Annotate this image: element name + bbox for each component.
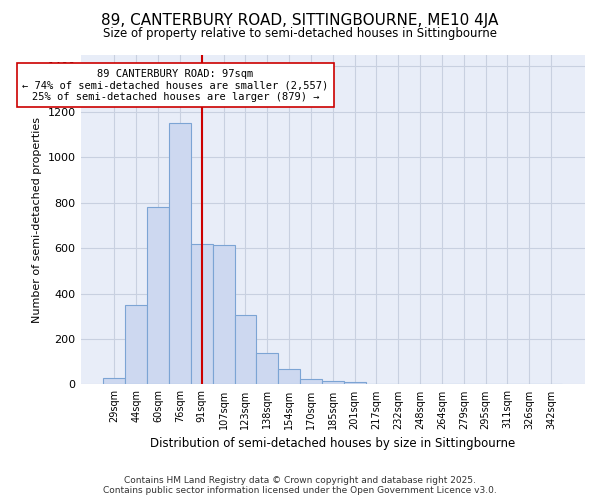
Text: 89, CANTERBURY ROAD, SITTINGBOURNE, ME10 4JA: 89, CANTERBURY ROAD, SITTINGBOURNE, ME10…	[101, 12, 499, 28]
Text: Size of property relative to semi-detached houses in Sittingbourne: Size of property relative to semi-detach…	[103, 28, 497, 40]
Bar	[147, 207, 169, 384]
Bar	[169, 123, 191, 384]
Bar	[256, 352, 278, 384]
Bar	[300, 379, 322, 384]
Bar	[212, 244, 235, 384]
Text: 89 CANTERBURY ROAD: 97sqm
← 74% of semi-detached houses are smaller (2,557)
25% : 89 CANTERBURY ROAD: 97sqm ← 74% of semi-…	[22, 68, 329, 102]
Text: Contains HM Land Registry data © Crown copyright and database right 2025.
Contai: Contains HM Land Registry data © Crown c…	[103, 476, 497, 495]
Bar	[278, 368, 300, 384]
Bar	[322, 381, 344, 384]
Y-axis label: Number of semi-detached properties: Number of semi-detached properties	[32, 116, 42, 322]
X-axis label: Distribution of semi-detached houses by size in Sittingbourne: Distribution of semi-detached houses by …	[150, 437, 515, 450]
Bar	[344, 382, 365, 384]
Bar	[103, 378, 125, 384]
Bar	[191, 244, 212, 384]
Bar	[125, 305, 147, 384]
Bar	[235, 315, 256, 384]
